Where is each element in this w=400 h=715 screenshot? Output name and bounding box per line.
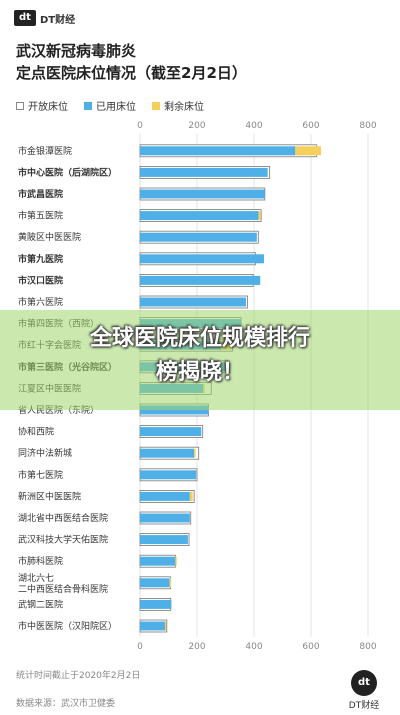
category-label-20-a: 湖北六七 [18, 572, 54, 584]
category-label-7: 市第六医院 [18, 296, 63, 308]
tick-label-bottom-0: 0 [137, 642, 143, 652]
bar-used-6 [140, 275, 261, 285]
legend-label-remaining: 剩余床位 [164, 102, 204, 113]
legend-swatch-open [16, 101, 24, 110]
bar-remaining-22 [165, 621, 167, 631]
brand-name: DT财经 [40, 14, 76, 26]
bar-used-2 [140, 189, 265, 199]
category-label-1: 市中心医院（后湖院区） [18, 166, 117, 178]
category-label-19: 市肺科医院 [18, 555, 63, 567]
tick-label-bottom-800: 800 [359, 642, 376, 652]
bar-used-3 [140, 211, 259, 221]
bar-remaining-3 [258, 211, 261, 221]
category-label-0: 市金银潭医院 [18, 145, 72, 157]
bar-remaining-20 [169, 578, 172, 588]
bar-used-17 [140, 513, 190, 523]
category-label-4: 黄陂区中医医院 [18, 231, 81, 243]
promo-line-2: 榜揭晓！ [155, 360, 244, 385]
brand-logo: dt DT财经 [14, 10, 75, 26]
tick-label-bottom-600: 600 [302, 642, 319, 652]
category-label-13: 协和西院 [18, 426, 54, 438]
category-label-5: 市第九医院 [18, 253, 63, 265]
bar-used-5 [140, 254, 264, 264]
bar-used-22 [140, 621, 166, 631]
legend-swatch-remaining [152, 101, 160, 110]
category-label-14: 同济中法新城 [18, 447, 72, 459]
bar-remaining-0 [295, 146, 321, 156]
category-label-6: 市汉口医院 [18, 274, 63, 286]
bar-used-1 [140, 167, 268, 177]
bar-used-16 [140, 491, 190, 501]
bar-used-15 [140, 470, 197, 480]
chart-title: 武汉新冠病毒肺炎 定点医院床位情况（截至2月2日） [16, 40, 386, 84]
promo-overlay-text: 全球医院床位规模排行 榜揭晓！ [0, 322, 400, 390]
footer-note: 统计时间截止于2020年2月2日 [16, 671, 141, 681]
footer-source: 数据来源：武汉市卫健委 [16, 699, 116, 709]
category-label-20-b: 二中西医结合骨科医院 [18, 583, 108, 595]
bar-used-0 [140, 146, 296, 156]
footer-logo-mark: dt [351, 670, 377, 696]
category-label-16: 新洲区中医医院 [18, 490, 81, 502]
bar-remaining-16 [189, 491, 193, 501]
tick-label-top-0: 0 [137, 121, 143, 131]
category-label-3: 市第五医院 [18, 210, 63, 222]
bar-used-14 [140, 448, 195, 458]
promo-overlay-band [0, 310, 400, 410]
tick-label-top-800: 800 [359, 121, 376, 131]
legend-item-remaining: 剩余床位 [152, 98, 204, 113]
tick-label-top-400: 400 [245, 121, 262, 131]
category-label-15: 市第七医院 [18, 469, 63, 481]
bar-used-12 [140, 405, 209, 415]
footer-logo-name: DT财经 [348, 701, 380, 711]
chart-title-line-2: 定点医院床位情况（截至2月2日） [16, 64, 247, 82]
bar-used-19 [140, 556, 176, 566]
bar-remaining-14 [194, 448, 196, 458]
brand-mark: dt [14, 10, 36, 26]
footer-logo: dt DT财经 [342, 670, 386, 711]
tick-label-bottom-200: 200 [188, 642, 205, 652]
chart-legend: 开放床位 已用床位 剩余床位 [16, 98, 204, 113]
tick-label-bottom-400: 400 [245, 642, 262, 652]
tick-label-top-600: 600 [302, 121, 319, 131]
bar-used-21 [140, 599, 172, 609]
promo-line-1: 全球医院床位规模排行 [89, 326, 310, 351]
legend-item-open: 开放床位 [16, 98, 68, 113]
bar-used-20 [140, 578, 170, 588]
bar-used-4 [140, 232, 257, 242]
legend-label-used: 已用床位 [96, 102, 136, 113]
legend-label-open: 开放床位 [28, 102, 68, 113]
category-label-17: 湖北省中西医结合医院 [18, 512, 108, 524]
tick-label-top-200: 200 [188, 121, 205, 131]
category-label-22: 市中医医院（汉阳院区） [18, 620, 117, 632]
bar-used-13 [140, 427, 202, 437]
category-label-2: 市武昌医院 [18, 188, 63, 200]
legend-swatch-used [84, 101, 92, 110]
bar-remaining-19 [175, 556, 177, 566]
chart-title-line-1: 武汉新冠病毒肺炎 [16, 42, 137, 60]
legend-item-used: 已用床位 [84, 98, 136, 113]
bar-used-7 [140, 297, 247, 307]
category-label-21: 武钢二医院 [18, 598, 63, 610]
category-label-18: 武汉科技大学天佑医院 [18, 534, 108, 546]
bar-used-18 [140, 535, 188, 545]
